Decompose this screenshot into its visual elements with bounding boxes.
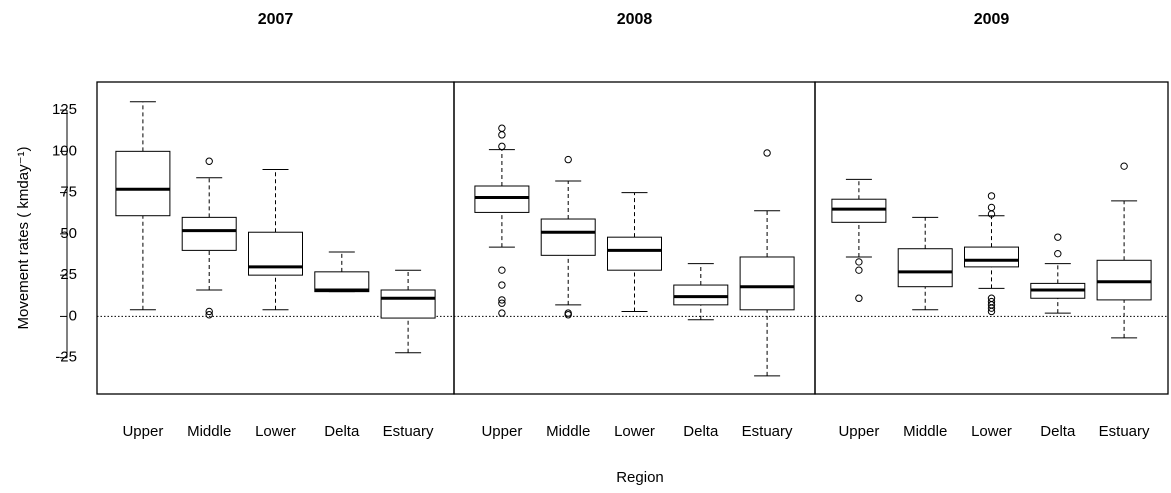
y-tick-label: 100 bbox=[52, 142, 77, 159]
y-tick-label: 25 bbox=[60, 266, 77, 283]
box bbox=[964, 246, 1019, 268]
x-tick-label: Lower bbox=[614, 423, 655, 440]
x-tick-label: Middle bbox=[546, 423, 590, 440]
box bbox=[831, 198, 887, 223]
x-tick-label: Delta bbox=[683, 423, 719, 440]
x-tick-label: Upper bbox=[122, 423, 163, 440]
outlier bbox=[564, 155, 572, 164]
outlier bbox=[987, 192, 996, 200]
outlier bbox=[498, 281, 506, 289]
panel-frame bbox=[814, 81, 1169, 395]
x-tick-label: Estuary bbox=[1099, 423, 1150, 440]
outlier bbox=[205, 311, 213, 319]
x-tick-label: Middle bbox=[187, 423, 231, 440]
y-tick-label: -25 bbox=[55, 349, 77, 366]
box bbox=[1096, 259, 1152, 301]
outlier bbox=[498, 131, 506, 139]
x-tick-label: Delta bbox=[324, 423, 360, 440]
outlier bbox=[1120, 162, 1128, 170]
panel-title: 2009 bbox=[974, 11, 1010, 28]
outlier bbox=[987, 307, 996, 316]
outlier bbox=[987, 210, 996, 218]
x-tick-label: Lower bbox=[971, 423, 1012, 440]
outlier bbox=[987, 304, 996, 312]
box bbox=[607, 236, 662, 271]
box bbox=[380, 289, 436, 319]
box bbox=[739, 256, 795, 311]
box bbox=[897, 248, 953, 288]
y-tick-label: 50 bbox=[60, 225, 77, 242]
outlier bbox=[1054, 233, 1062, 241]
outlier bbox=[205, 307, 213, 316]
x-tick-label: Upper bbox=[838, 423, 879, 440]
y-tick-label: 125 bbox=[52, 101, 77, 118]
box bbox=[540, 218, 596, 256]
x-tick-label: Estuary bbox=[383, 423, 434, 440]
outlier bbox=[498, 296, 506, 304]
y-axis-label: Movement rates ( kmday⁻¹) bbox=[15, 147, 32, 330]
panel-title: 2007 bbox=[258, 11, 294, 28]
box bbox=[314, 271, 370, 293]
outlier bbox=[205, 157, 213, 165]
outlier bbox=[855, 294, 863, 302]
outlier bbox=[855, 258, 863, 266]
y-tick-label: 0 bbox=[69, 307, 77, 324]
x-tick-label: Delta bbox=[1040, 423, 1076, 440]
outlier bbox=[564, 311, 572, 319]
outlier bbox=[498, 142, 506, 151]
outlier bbox=[498, 124, 506, 132]
x-axis-label: Region bbox=[616, 469, 664, 486]
outlier bbox=[498, 266, 506, 274]
outlier bbox=[987, 203, 996, 212]
box bbox=[474, 185, 530, 213]
box bbox=[673, 284, 729, 306]
outlier bbox=[498, 299, 506, 307]
y-tick-label: 75 bbox=[60, 184, 77, 201]
x-tick-label: Upper bbox=[481, 423, 522, 440]
outlier bbox=[498, 309, 506, 317]
outlier bbox=[1054, 249, 1062, 258]
box bbox=[181, 216, 237, 251]
x-tick-label: Estuary bbox=[742, 423, 793, 440]
box bbox=[115, 150, 171, 217]
outlier bbox=[763, 149, 771, 157]
outlier bbox=[855, 266, 863, 274]
panel-title: 2008 bbox=[617, 11, 653, 28]
x-tick-label: Middle bbox=[903, 423, 947, 440]
box bbox=[248, 231, 303, 276]
x-tick-label: Lower bbox=[255, 423, 296, 440]
